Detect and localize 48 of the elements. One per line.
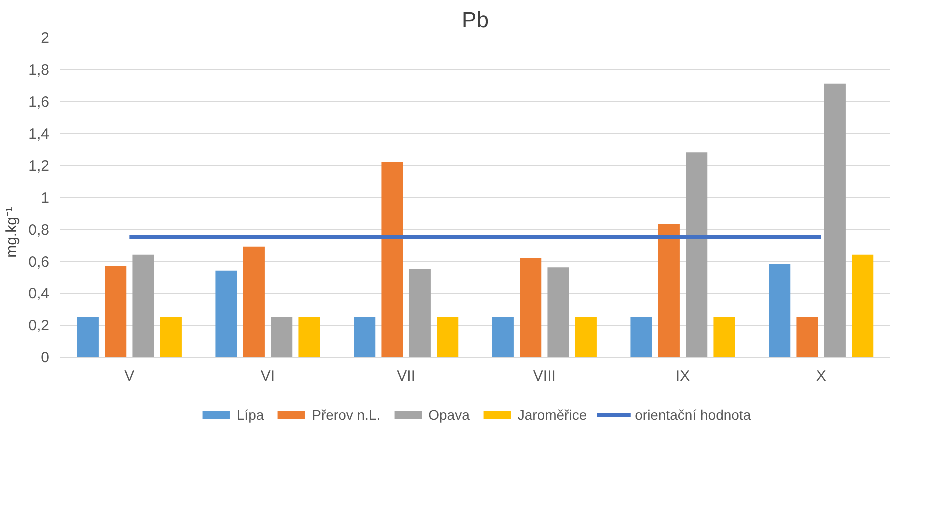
y-tick-label: 1,4 bbox=[28, 126, 50, 143]
y-tick-label: 1,2 bbox=[28, 158, 50, 175]
bar bbox=[243, 246, 265, 358]
x-tick-label: VIII bbox=[533, 368, 556, 386]
bar bbox=[160, 317, 182, 358]
bar bbox=[824, 84, 846, 358]
bar bbox=[630, 317, 652, 358]
y-tick-label: 1,8 bbox=[28, 62, 50, 79]
bar bbox=[575, 317, 597, 358]
y-tick-label: 0,4 bbox=[28, 286, 50, 303]
x-tick-label: VI bbox=[260, 368, 276, 386]
legend-label: Jaroměřice bbox=[518, 407, 588, 423]
bar bbox=[686, 152, 708, 358]
bar bbox=[77, 317, 99, 358]
bar bbox=[714, 317, 736, 358]
legend-label: Lípa bbox=[236, 407, 264, 423]
y-axis-title: mg.kg⁻¹ bbox=[4, 207, 21, 258]
bar bbox=[298, 317, 320, 358]
bar bbox=[658, 224, 680, 358]
bar bbox=[548, 268, 570, 358]
bar bbox=[492, 317, 514, 358]
bar bbox=[769, 264, 791, 358]
bar bbox=[354, 317, 376, 358]
bar bbox=[382, 162, 404, 358]
legend-label: Opava bbox=[428, 407, 470, 423]
y-tick-label: 0,2 bbox=[28, 318, 50, 335]
x-tick-label: IX bbox=[676, 368, 690, 386]
y-tick-label: 0 bbox=[41, 350, 50, 367]
bar bbox=[105, 266, 127, 358]
y-tick-label: 1,6 bbox=[28, 94, 50, 111]
y-tick-label: 2 bbox=[41, 30, 50, 47]
x-tick-label: VII bbox=[397, 368, 416, 386]
y-tick-label: 0,8 bbox=[28, 222, 50, 239]
y-tick-label: 1 bbox=[41, 190, 50, 207]
legend-label: Přerov n.L. bbox=[312, 407, 381, 423]
chart-title: Pb bbox=[462, 8, 489, 32]
bar bbox=[796, 317, 818, 358]
bar bbox=[520, 258, 542, 358]
x-tick-label: V bbox=[124, 368, 135, 386]
bar bbox=[271, 317, 293, 358]
y-tick-label: 0,6 bbox=[28, 254, 50, 271]
x-tick-label: X bbox=[816, 368, 826, 386]
bar bbox=[132, 254, 154, 358]
bar bbox=[216, 270, 238, 358]
bar bbox=[852, 254, 874, 358]
legend-label: orientační hodnota bbox=[635, 407, 752, 423]
bar bbox=[409, 269, 431, 358]
bar bbox=[437, 317, 459, 358]
